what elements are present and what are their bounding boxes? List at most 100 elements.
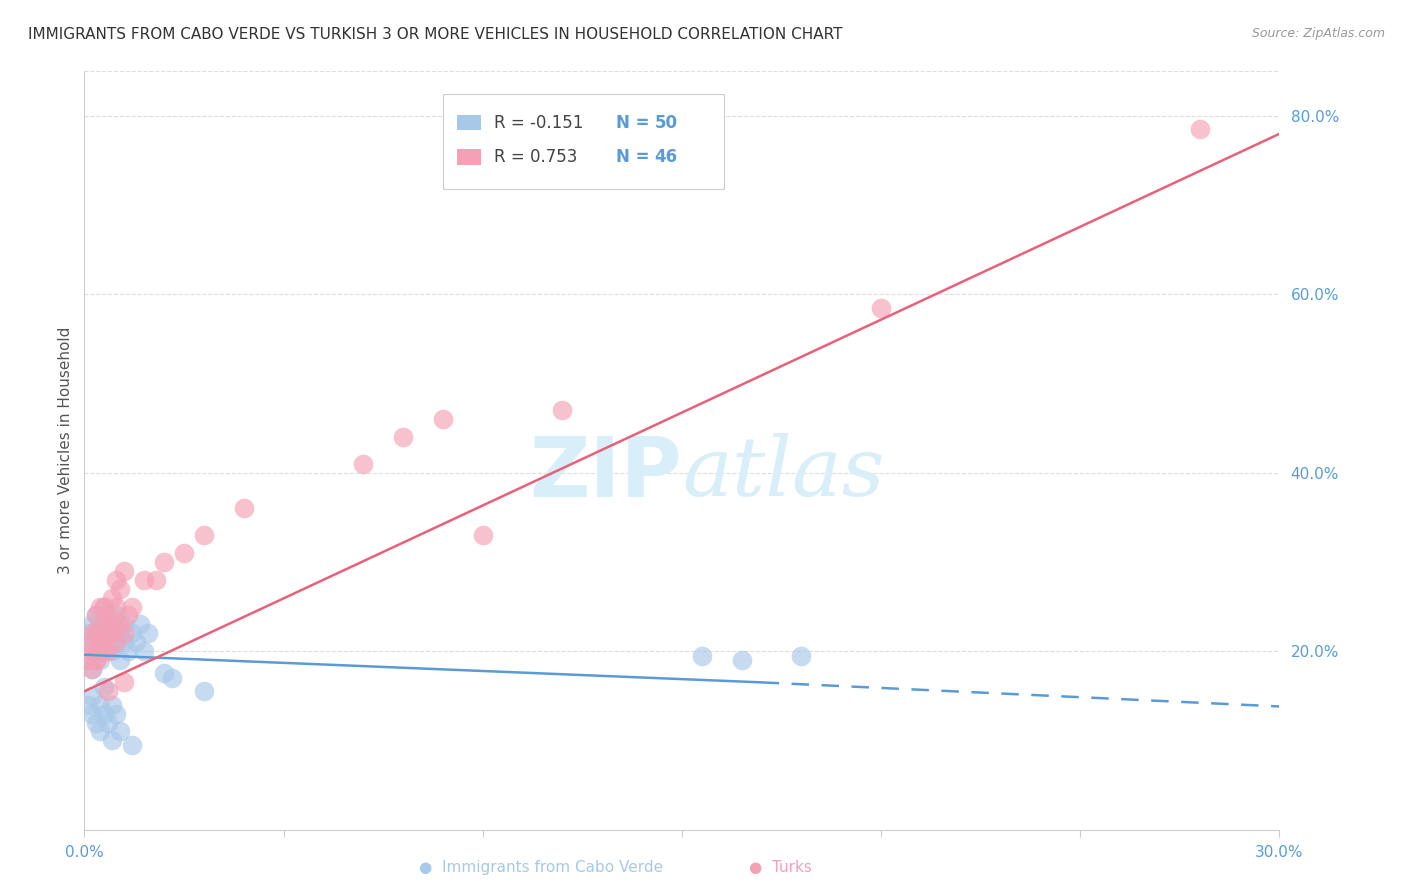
- Point: [82, 662, 104, 676]
- Point: [105, 635, 128, 649]
- Point: [93, 599, 115, 614]
- Point: [97, 715, 120, 730]
- Text: ZIP: ZIP: [530, 433, 682, 514]
- Point: [790, 648, 813, 663]
- Point: [117, 608, 139, 623]
- Point: [93, 599, 115, 614]
- Point: [232, 501, 254, 516]
- Point: [82, 706, 104, 721]
- Text: N =: N =: [616, 114, 655, 132]
- Point: [89, 635, 111, 649]
- Point: [101, 626, 124, 640]
- Text: atlas: atlas: [682, 434, 884, 513]
- Text: R = -0.151: R = -0.151: [495, 114, 583, 132]
- Text: N =: N =: [616, 148, 655, 166]
- FancyBboxPatch shape: [457, 115, 481, 130]
- Point: [125, 635, 148, 649]
- Point: [86, 608, 108, 623]
- Point: [110, 626, 132, 640]
- Point: [89, 599, 111, 614]
- Point: [160, 671, 183, 685]
- Point: [193, 684, 215, 698]
- Point: [731, 653, 754, 667]
- Point: [86, 653, 108, 667]
- Text: R = 0.753: R = 0.753: [495, 148, 578, 166]
- Point: [551, 403, 574, 417]
- Point: [110, 724, 132, 739]
- Point: [173, 546, 195, 560]
- Point: [97, 644, 120, 658]
- Point: [105, 573, 128, 587]
- Point: [110, 582, 132, 596]
- Text: ●  Immigrants from Cabo Verde: ● Immigrants from Cabo Verde: [419, 860, 664, 874]
- Point: [112, 635, 135, 649]
- Point: [93, 644, 115, 658]
- Point: [82, 689, 104, 703]
- Point: [193, 528, 215, 542]
- Point: [105, 599, 128, 614]
- Point: [110, 653, 132, 667]
- Point: [86, 626, 108, 640]
- Point: [105, 608, 128, 623]
- Point: [101, 591, 124, 605]
- Point: [145, 573, 167, 587]
- Point: [93, 644, 115, 658]
- Point: [112, 564, 135, 578]
- Point: [105, 706, 128, 721]
- Point: [352, 457, 374, 471]
- Point: [110, 617, 132, 632]
- Point: [89, 724, 111, 739]
- Point: [112, 626, 135, 640]
- Point: [101, 617, 124, 632]
- Point: [86, 644, 108, 658]
- Point: [86, 626, 108, 640]
- Point: [129, 617, 152, 632]
- Point: [89, 653, 111, 667]
- Point: [89, 644, 111, 658]
- Point: [132, 644, 156, 658]
- Point: [432, 412, 454, 426]
- Point: [112, 617, 135, 632]
- Text: IMMIGRANTS FROM CABO VERDE VS TURKISH 3 OR MORE VEHICLES IN HOUSEHOLD CORRELATIO: IMMIGRANTS FROM CABO VERDE VS TURKISH 3 …: [28, 27, 842, 42]
- Point: [101, 733, 124, 747]
- Point: [153, 555, 176, 569]
- Point: [471, 528, 494, 542]
- Point: [82, 617, 104, 632]
- Point: [136, 626, 159, 640]
- Point: [392, 430, 415, 444]
- Point: [121, 626, 143, 640]
- Point: [77, 653, 100, 667]
- Point: [121, 599, 143, 614]
- Point: [97, 635, 120, 649]
- Point: [97, 608, 120, 623]
- FancyBboxPatch shape: [443, 95, 724, 189]
- Point: [86, 715, 108, 730]
- Text: Source: ZipAtlas.com: Source: ZipAtlas.com: [1251, 27, 1385, 40]
- Point: [82, 644, 104, 658]
- Y-axis label: 3 or more Vehicles in Household: 3 or more Vehicles in Household: [58, 326, 73, 574]
- Point: [89, 617, 111, 632]
- Text: ●  Turks: ● Turks: [749, 860, 811, 874]
- Point: [1188, 122, 1211, 136]
- FancyBboxPatch shape: [457, 150, 481, 165]
- Point: [105, 635, 128, 649]
- Point: [93, 706, 115, 721]
- Point: [86, 608, 108, 623]
- Point: [93, 680, 115, 694]
- Point: [82, 662, 104, 676]
- Point: [77, 653, 100, 667]
- Point: [77, 626, 100, 640]
- Point: [132, 573, 156, 587]
- Point: [870, 301, 893, 315]
- Text: 50: 50: [654, 114, 678, 132]
- Point: [117, 644, 139, 658]
- Point: [89, 635, 111, 649]
- Point: [82, 635, 104, 649]
- Point: [93, 626, 115, 640]
- Point: [101, 626, 124, 640]
- Point: [93, 617, 115, 632]
- Point: [82, 626, 104, 640]
- Point: [97, 684, 120, 698]
- Point: [101, 698, 124, 712]
- Point: [121, 738, 143, 752]
